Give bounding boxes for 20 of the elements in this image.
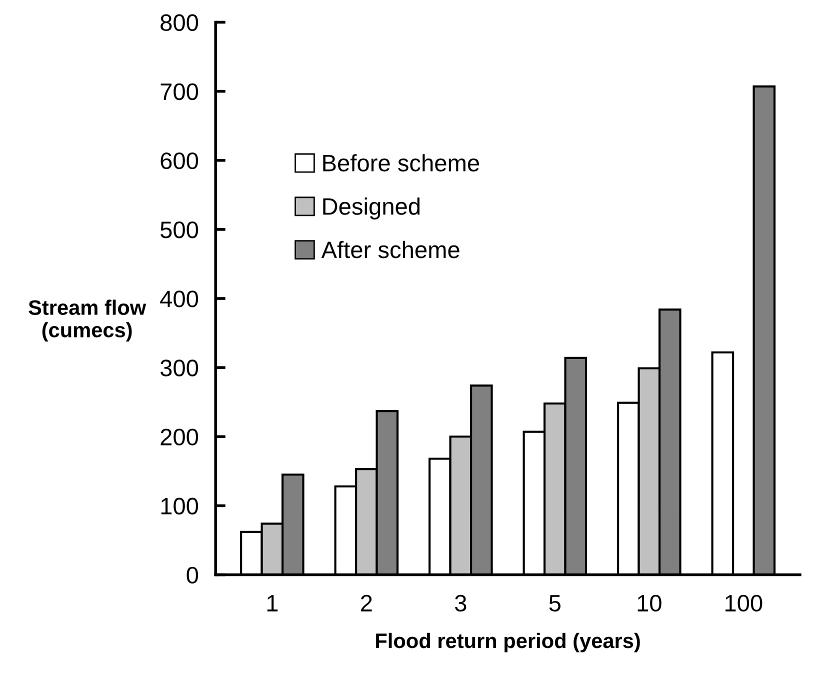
- y-tick-label: 500: [160, 222, 198, 238]
- y-tick-label: 100: [161, 498, 198, 514]
- legend-label: Designed: [323, 198, 420, 220]
- y-tick-label: 0: [186, 566, 198, 584]
- x-tick-label: 2: [361, 594, 372, 612]
- y-tick-label: 200: [160, 428, 198, 446]
- y-tick-label: 400: [160, 290, 198, 308]
- x-axis-title: Flood return period (years): [376, 632, 640, 652]
- x-tick-label: 1: [267, 595, 278, 612]
- x-tick-label: 10: [638, 594, 662, 612]
- legend-label: After scheme: [321, 240, 460, 258]
- y-tick-label: 600: [160, 152, 198, 170]
- y-axis-title: Stream flow (cumecs): [28, 300, 146, 342]
- x-tick-label: 100: [726, 594, 762, 612]
- y-tick-label: 800: [160, 14, 198, 32]
- x-tick-label: 5: [549, 595, 560, 612]
- y-tick-label: 300: [160, 360, 198, 376]
- y-tick-label: 700: [160, 83, 198, 100]
- x-tick-label: 3: [455, 594, 466, 612]
- legend-label: Before scheme: [323, 154, 480, 172]
